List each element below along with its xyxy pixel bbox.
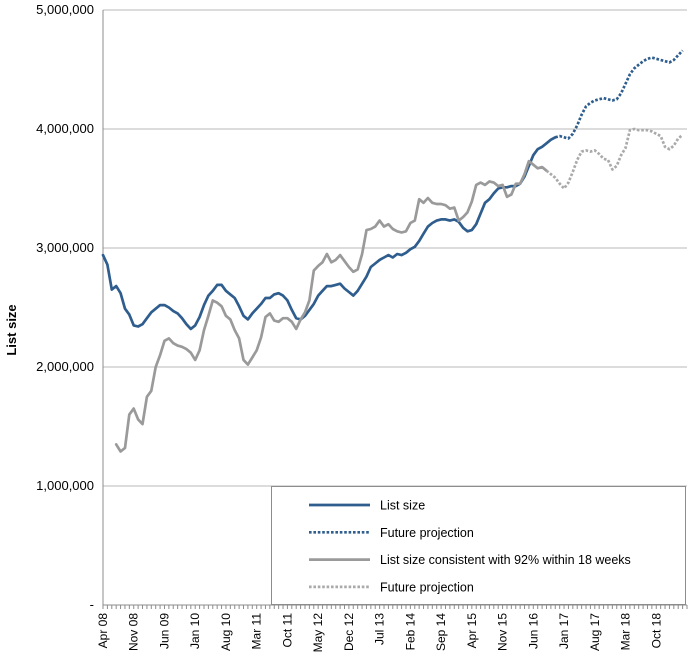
y-tick-label: - bbox=[90, 597, 94, 612]
x-tick-label: Apr 08 bbox=[96, 613, 110, 649]
x-tick-label: Dec 12 bbox=[342, 613, 356, 651]
y-axis-label: List size bbox=[4, 304, 19, 355]
series-line-1 bbox=[101, 135, 557, 331]
legend: List size Future projection List size cons… bbox=[271, 486, 686, 605]
x-tick-label: Oct 18 bbox=[649, 613, 663, 649]
x-tick-label: Nov 08 bbox=[127, 613, 141, 651]
series-group bbox=[101, 49, 684, 453]
x-tick-label: Jul 13 bbox=[373, 613, 387, 645]
y-tick-label: 2,000,000 bbox=[36, 359, 94, 374]
y-axis: - 1,000,000 2,000,000 3,000,000 4,000,000 5,0… bbox=[36, 2, 104, 612]
x-tick-label: Mar 11 bbox=[250, 613, 264, 650]
x-tick-label: Aug 17 bbox=[588, 613, 602, 651]
y-tick-label: 4,000,000 bbox=[36, 121, 94, 136]
x-tick-label: Oct 11 bbox=[280, 613, 294, 648]
gridlines bbox=[103, 9, 687, 487]
x-tick-label: Jan 17 bbox=[557, 613, 571, 649]
x-tick-label: Jan 10 bbox=[188, 613, 202, 649]
y-tick-label: 3,000,000 bbox=[36, 240, 94, 255]
legend-label-4: Future projection bbox=[380, 580, 474, 594]
series-line-3 bbox=[114, 159, 548, 453]
series-line-2 bbox=[554, 49, 684, 140]
x-tick-label: May 12 bbox=[311, 613, 325, 653]
x-tick-label: Feb 14 bbox=[403, 613, 417, 651]
x-tick-label: Apr 15 bbox=[465, 613, 479, 649]
legend-label-1: List size bbox=[380, 499, 425, 513]
x-tick-label: Jun 09 bbox=[157, 613, 171, 649]
x-tick-label: Aug 10 bbox=[219, 613, 233, 651]
y-tick-label: 5,000,000 bbox=[36, 2, 94, 17]
x-axis: Apr 08 Nov 08 Jun 09 Jan 10 Aug 10 Mar 11 Oct … bbox=[96, 604, 688, 653]
x-tick-label: Sep 14 bbox=[434, 613, 448, 651]
x-tick-label: Nov 15 bbox=[496, 613, 510, 651]
y-tick-label: 1,000,000 bbox=[36, 478, 94, 493]
x-tick-label: Mar 18 bbox=[619, 613, 633, 651]
x-tick-label: Jun 16 bbox=[526, 613, 540, 649]
legend-label-2: Future projection bbox=[380, 526, 474, 540]
series-line-4 bbox=[545, 127, 684, 190]
legend-label-3: List size consistent with 92% within 18 … bbox=[380, 553, 631, 567]
